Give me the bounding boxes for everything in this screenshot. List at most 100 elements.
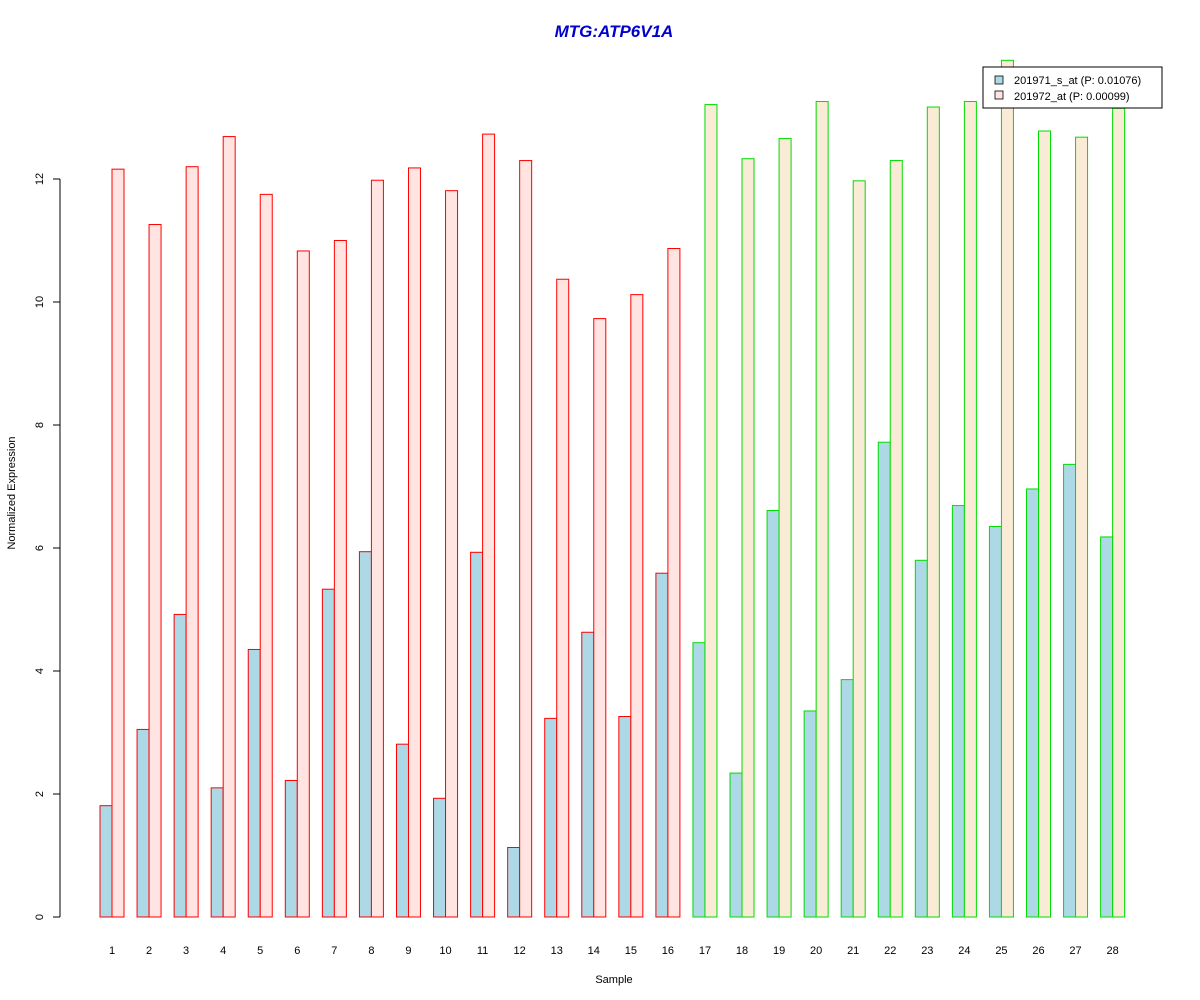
legend-swatch-series-2 bbox=[994, 90, 1004, 100]
bar-201972-sample-16 bbox=[667, 247, 681, 918]
x-tick-label: 6 bbox=[294, 945, 300, 957]
x-tick-label: 10 bbox=[439, 945, 451, 957]
x-tick-label: 11 bbox=[477, 945, 488, 957]
x-tick-label: 15 bbox=[625, 945, 637, 957]
x-tick-label: 1 bbox=[109, 945, 115, 957]
bar-201971-sample-25 bbox=[988, 525, 1002, 918]
bar-201972-sample-11 bbox=[482, 133, 496, 918]
bar-201971-sample-2 bbox=[136, 728, 150, 918]
bar-201972-sample-22 bbox=[889, 160, 903, 918]
x-tick-label: 25 bbox=[995, 945, 1007, 957]
bar-201972-sample-18 bbox=[741, 158, 755, 918]
bar-201972-sample-2 bbox=[148, 224, 162, 918]
x-tick-label: 13 bbox=[551, 945, 563, 957]
bar-201972-sample-6 bbox=[296, 250, 310, 918]
x-tick-labels: 1 2 3 4 5 6 7 8 9 10 11 12 13 14 15 16 17 18 19 20 21 22 23 24 2… bbox=[109, 945, 1119, 957]
bar-201971-sample-9 bbox=[395, 743, 409, 918]
bar-201971-sample-7 bbox=[321, 588, 335, 918]
bar-201972-sample-26 bbox=[1038, 130, 1051, 918]
bar-201972-sample-25 bbox=[1000, 59, 1014, 918]
bar-201971-sample-16 bbox=[655, 572, 669, 918]
bar-201972-sample-17 bbox=[704, 104, 718, 918]
x-tick-label: 3 bbox=[183, 945, 189, 957]
x-tick-label: 14 bbox=[588, 945, 600, 957]
x-tick-label: 26 bbox=[1032, 945, 1044, 957]
bar-201972-sample-8 bbox=[370, 179, 384, 918]
bar-201971-sample-20 bbox=[803, 710, 817, 918]
bar-201971-sample-1 bbox=[99, 805, 113, 918]
legend-label-series-1: 201971_s_at (P: 0.01076) bbox=[1014, 75, 1141, 87]
bar-201972-sample-20 bbox=[815, 101, 829, 918]
legend: 201971_s_at (P: 0.01076) 201972_at (P: 0… bbox=[982, 66, 1163, 109]
x-tick-label: 2 bbox=[146, 945, 152, 957]
x-tick-label: 5 bbox=[257, 945, 263, 957]
x-tick-label: 28 bbox=[1106, 945, 1118, 957]
bar-201971-sample-13 bbox=[544, 717, 558, 918]
bar-201971-sample-27 bbox=[1063, 463, 1077, 918]
y-axis: 0 2 4 6 8 10 12 bbox=[34, 173, 61, 920]
x-tick-label: 8 bbox=[368, 945, 374, 957]
x-tick-label: 23 bbox=[921, 945, 933, 957]
x-tick-label: 16 bbox=[662, 945, 674, 957]
bar-201971-sample-17 bbox=[692, 642, 706, 918]
bar-201972-sample-5 bbox=[259, 193, 273, 918]
y-tick-label: 2 bbox=[34, 791, 46, 797]
x-tick-label: 21 bbox=[847, 945, 859, 957]
bar-201971-sample-24 bbox=[951, 505, 965, 918]
y-tick-label: 0 bbox=[34, 914, 46, 920]
y-tick-label: 4 bbox=[34, 668, 46, 674]
bar-201972-sample-21 bbox=[852, 180, 866, 918]
bar-201972-sample-23 bbox=[926, 106, 940, 918]
bar-201972-sample-12 bbox=[519, 160, 533, 918]
bar-201971-sample-23 bbox=[914, 559, 928, 918]
bar-201972-sample-27 bbox=[1075, 136, 1089, 918]
bar-201972-sample-9 bbox=[407, 167, 421, 918]
bar-201972-sample-15 bbox=[630, 294, 644, 918]
x-tick-label: 27 bbox=[1069, 945, 1081, 957]
bar-201971-sample-15 bbox=[618, 716, 632, 918]
legend-label-series-2: 201972_at (P: 0.00099) bbox=[1014, 91, 1130, 103]
chart-title: MTG:ATP6V1A bbox=[555, 22, 674, 41]
x-tick-label: 12 bbox=[514, 945, 526, 957]
bar-201972-sample-19 bbox=[778, 137, 792, 918]
legend-box bbox=[982, 66, 1163, 109]
bar-201971-sample-19 bbox=[766, 509, 780, 918]
x-tick-label: 4 bbox=[220, 945, 226, 957]
bar-201972-sample-4 bbox=[222, 136, 236, 918]
x-tick-label: 7 bbox=[331, 945, 337, 957]
x-tick-label: 20 bbox=[810, 945, 822, 957]
bar-201971-sample-18 bbox=[729, 772, 743, 918]
bar-201971-sample-8 bbox=[358, 551, 372, 918]
x-tick-label: 24 bbox=[958, 945, 970, 957]
bar-201972-sample-3 bbox=[185, 166, 199, 918]
x-tick-label: 22 bbox=[884, 945, 896, 957]
bar-201971-sample-22 bbox=[877, 441, 891, 918]
bar-201972-sample-14 bbox=[593, 318, 607, 918]
bar-201972-sample-24 bbox=[963, 101, 977, 918]
y-axis-label: Normalized Expression bbox=[6, 436, 18, 549]
bar-201971-sample-3 bbox=[173, 613, 187, 918]
bar-201971-sample-12 bbox=[507, 847, 521, 918]
bar-201971-sample-26 bbox=[1026, 488, 1039, 918]
legend-swatch-series-1 bbox=[994, 75, 1004, 85]
x-tick-label: 18 bbox=[736, 945, 748, 957]
y-tick-label: 8 bbox=[34, 422, 46, 428]
bar-201971-sample-4 bbox=[210, 787, 224, 918]
y-tick-label: 6 bbox=[34, 545, 46, 551]
bar-201972-sample-10 bbox=[445, 190, 459, 918]
bar-201971-sample-10 bbox=[433, 797, 447, 918]
bar-201972-sample-13 bbox=[556, 278, 570, 918]
bar-201972-sample-1 bbox=[111, 168, 125, 918]
bars-group bbox=[99, 59, 1126, 918]
bar-201972-sample-7 bbox=[333, 240, 347, 918]
bar-201971-sample-14 bbox=[581, 631, 595, 918]
y-tick-label: 12 bbox=[34, 173, 46, 185]
bar-201971-sample-28 bbox=[1100, 536, 1114, 918]
bar-201971-sample-6 bbox=[284, 779, 298, 918]
bar-201971-sample-21 bbox=[840, 679, 854, 918]
bar-201971-sample-11 bbox=[470, 551, 484, 918]
x-tick-label: 17 bbox=[699, 945, 711, 957]
x-tick-label: 19 bbox=[773, 945, 785, 957]
x-axis-label: Sample bbox=[595, 974, 632, 986]
